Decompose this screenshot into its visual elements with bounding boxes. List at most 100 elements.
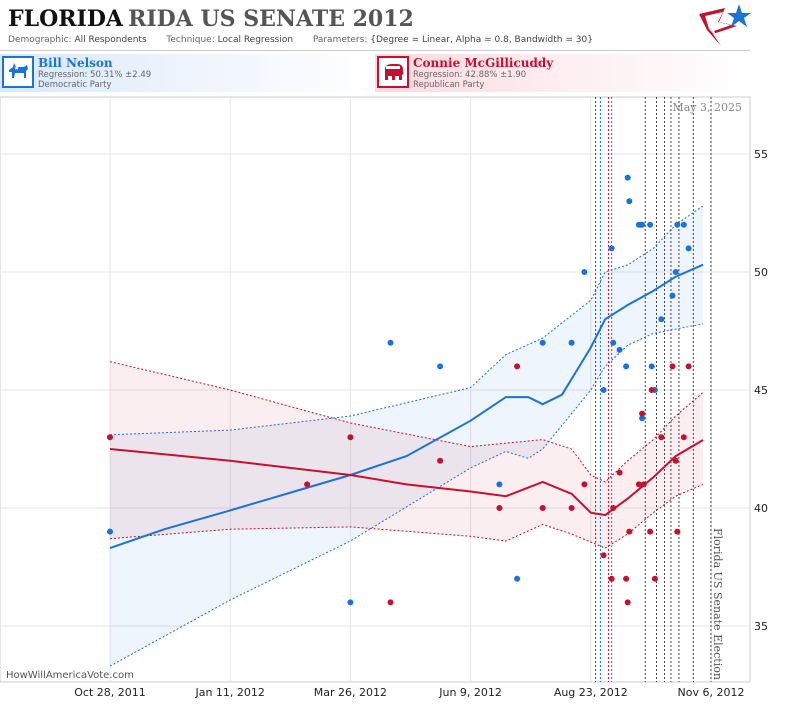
poll-point bbox=[107, 434, 113, 441]
y-tick-label: 45 bbox=[754, 384, 768, 397]
x-tick-label: Aug 23, 2012 bbox=[554, 686, 628, 699]
poll-point bbox=[539, 339, 546, 346]
trend-line bbox=[109, 439, 704, 517]
title-state: FLORIDA bbox=[8, 6, 123, 32]
poll-point bbox=[658, 316, 665, 323]
elephant-icon bbox=[377, 56, 409, 88]
confidence-band-lower bbox=[109, 323, 704, 667]
candidate-panel-republican: Connie McGillicuddy Regression: 42.88% ±… bbox=[375, 54, 750, 92]
poll-point bbox=[674, 221, 681, 228]
election-label: Florida US Senate Election bbox=[711, 528, 724, 680]
trend-lines bbox=[109, 263, 704, 550]
poll-point bbox=[539, 505, 546, 511]
poll-points bbox=[107, 174, 692, 606]
title-race: RIDA US SENATE 2012 bbox=[128, 6, 414, 32]
poll-point bbox=[639, 221, 646, 228]
trend-line bbox=[109, 263, 704, 550]
poll-point bbox=[514, 363, 521, 370]
poll-point bbox=[680, 434, 687, 441]
poll-point bbox=[624, 174, 631, 181]
candidate-name: Connie McGillicuddy bbox=[413, 56, 554, 70]
poll-point bbox=[304, 481, 311, 488]
poll-point bbox=[347, 599, 354, 606]
poll-point bbox=[568, 339, 575, 346]
poll-point bbox=[600, 552, 607, 559]
poll-point bbox=[674, 528, 681, 535]
poll-point bbox=[608, 575, 615, 582]
y-tick-label: 55 bbox=[754, 148, 768, 161]
chart-title: FLORIDA RIDA US SENATE 2012 bbox=[8, 6, 414, 34]
donkey-icon bbox=[2, 56, 34, 88]
poll-point bbox=[685, 245, 692, 252]
confidence-band-upper bbox=[109, 205, 704, 436]
technique-label: Technique: bbox=[166, 35, 215, 45]
x-tick-label: Oct 28, 2011 bbox=[74, 686, 146, 699]
x-tick-label: Mar 26, 2012 bbox=[314, 686, 387, 699]
poll-point bbox=[672, 269, 679, 275]
demographic-label: Demographic: bbox=[8, 35, 72, 45]
poll-point bbox=[496, 481, 503, 488]
y-tick-label: 50 bbox=[754, 266, 768, 279]
x-tick-label: Jan 11, 2012 bbox=[194, 686, 264, 699]
poll-point bbox=[616, 346, 623, 353]
poll-point bbox=[685, 363, 692, 370]
confidence-band-lower bbox=[109, 483, 704, 549]
poll-point bbox=[514, 575, 521, 582]
site-watermark: HowWillAmericaVote.com bbox=[6, 670, 134, 681]
poll-point bbox=[639, 415, 646, 422]
current-date-label: May 3, 2025 bbox=[672, 101, 742, 114]
poll-point bbox=[623, 363, 630, 370]
grid-lines bbox=[0, 97, 750, 682]
demographic-value: All Respondents bbox=[74, 35, 147, 45]
poll-point bbox=[669, 363, 676, 370]
poll-point bbox=[387, 599, 394, 606]
poll-point bbox=[651, 575, 658, 582]
poll-point bbox=[680, 221, 687, 228]
header-divider bbox=[0, 50, 750, 51]
x-axis-ticks: Oct 28, 2011 Jan 11, 2012 Mar 26, 2012 Jun … bbox=[74, 686, 744, 699]
poll-point bbox=[672, 457, 679, 464]
poll-point bbox=[600, 387, 607, 393]
parameters-line: Demographic: All Respondents Technique: … bbox=[8, 35, 593, 45]
poll-point bbox=[568, 505, 575, 511]
poll-point bbox=[437, 363, 444, 370]
poll-point bbox=[347, 434, 354, 441]
poll-point bbox=[626, 198, 633, 205]
poll-point bbox=[639, 410, 646, 417]
y-tick-label: 35 bbox=[754, 620, 768, 633]
poll-point bbox=[648, 363, 655, 370]
poll-point bbox=[623, 575, 630, 582]
confidence-band-upper bbox=[109, 361, 704, 483]
technique-value: Local Regression bbox=[217, 35, 294, 45]
site-logo-icon bbox=[699, 4, 751, 46]
poll-point bbox=[669, 292, 676, 299]
candidate-regression: Regression: 50.31% ±2.49 bbox=[38, 70, 152, 80]
poll-point bbox=[647, 221, 654, 228]
poll-point bbox=[626, 528, 633, 535]
poll-point bbox=[608, 245, 615, 252]
candidate-party: Republican Party bbox=[413, 80, 485, 90]
y-tick-label: 40 bbox=[754, 502, 768, 515]
poll-point bbox=[658, 434, 665, 441]
poll-point bbox=[647, 528, 654, 535]
poll-point bbox=[581, 481, 588, 488]
y-axis-ticks: 35 40 45 50 55 bbox=[754, 148, 768, 633]
poll-point bbox=[581, 269, 588, 275]
poll-point bbox=[387, 339, 394, 346]
poll-point bbox=[107, 528, 113, 535]
poll-point bbox=[610, 339, 617, 346]
poll-point bbox=[635, 481, 642, 488]
poll-point bbox=[610, 505, 617, 511]
x-tick-label: Nov 6, 2012 bbox=[678, 686, 745, 699]
parameters-value: {Degree = Linear, Alpha = 0.8, Bandwidth… bbox=[370, 35, 593, 45]
x-tick-label: Jun 9, 2012 bbox=[438, 686, 502, 699]
candidate-party: Democratic Party bbox=[38, 80, 112, 90]
poll-point bbox=[437, 457, 444, 464]
candidate-regression: Regression: 42.88% ±1.90 bbox=[413, 70, 527, 80]
confidence-band-fill bbox=[110, 205, 703, 667]
poll-point bbox=[616, 469, 623, 476]
parameters-label: Parameters: bbox=[312, 35, 368, 45]
poll-point bbox=[640, 481, 647, 488]
poll-point bbox=[496, 505, 503, 511]
